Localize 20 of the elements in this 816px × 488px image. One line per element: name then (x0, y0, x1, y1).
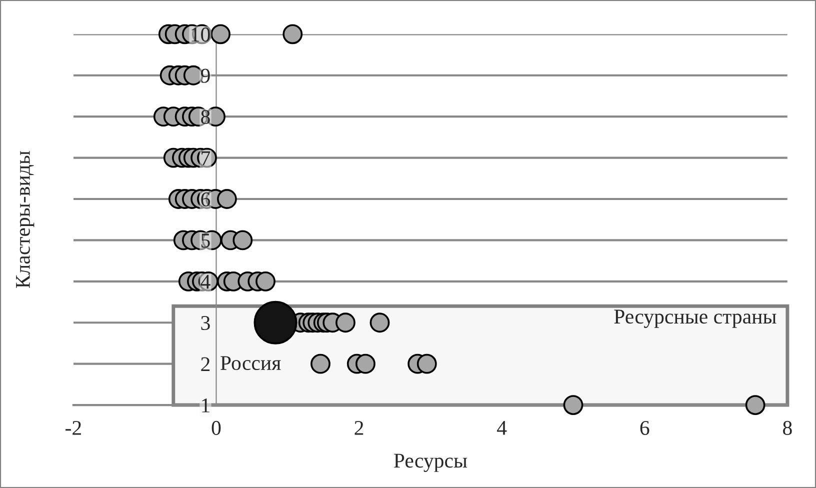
x-tick-label: -2 (66, 420, 81, 435)
y-tick-label: 3 (201, 316, 210, 330)
x-axis-title: Ресурсы (394, 454, 468, 472)
x-tick-label: 2 (354, 420, 364, 435)
y-tick-label: 1 (202, 398, 210, 412)
annotation: Россия (220, 356, 281, 370)
y-tick-label: 7 (202, 151, 210, 166)
x-tick-label: 8 (783, 420, 792, 435)
y-tick-label: 4 (200, 274, 210, 289)
y-tick-label: 2 (201, 357, 210, 372)
x-tick-label: 0 (212, 420, 221, 435)
y-tick-label: 10 (192, 28, 210, 42)
band-label: Ресурсные страны (614, 310, 776, 328)
y-tick-label: 6 (201, 192, 210, 206)
y-tick-label: 8 (201, 110, 210, 124)
y-tick-label: 5 (201, 234, 210, 248)
y-tick-label: 9 (200, 68, 210, 83)
y-axis-title: Кластеры-виды (16, 151, 34, 288)
x-tick-label: 4 (497, 421, 507, 435)
x-tick-label: 6 (640, 420, 650, 435)
